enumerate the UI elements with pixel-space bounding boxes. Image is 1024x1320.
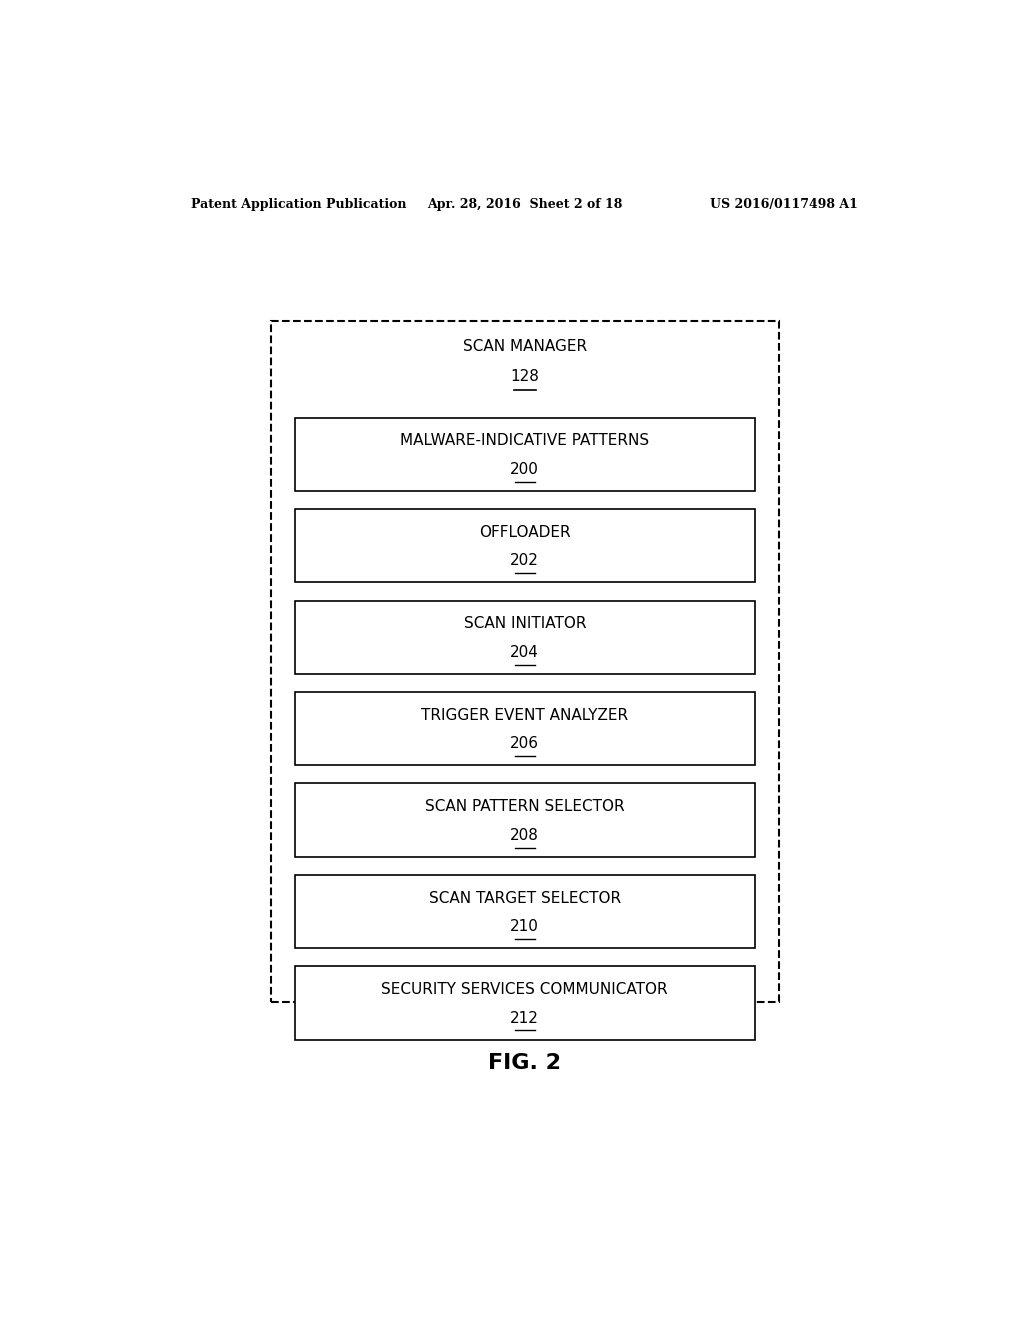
Text: MALWARE-INDICATIVE PATTERNS: MALWARE-INDICATIVE PATTERNS — [400, 433, 649, 449]
Text: 206: 206 — [510, 737, 540, 751]
Text: SCAN MANAGER: SCAN MANAGER — [463, 339, 587, 354]
Text: OFFLOADER: OFFLOADER — [479, 525, 570, 540]
Text: 200: 200 — [510, 462, 540, 477]
Text: 208: 208 — [510, 828, 540, 843]
Text: US 2016/0117498 A1: US 2016/0117498 A1 — [711, 198, 858, 211]
Text: Apr. 28, 2016  Sheet 2 of 18: Apr. 28, 2016 Sheet 2 of 18 — [427, 198, 623, 211]
Text: SCAN TARGET SELECTOR: SCAN TARGET SELECTOR — [429, 891, 621, 906]
Bar — [295, 601, 755, 673]
Text: SECURITY SERVICES COMMUNICATOR: SECURITY SERVICES COMMUNICATOR — [382, 982, 668, 998]
Text: SCAN INITIATOR: SCAN INITIATOR — [464, 616, 586, 631]
Text: SCAN PATTERN SELECTOR: SCAN PATTERN SELECTOR — [425, 800, 625, 814]
Text: 128: 128 — [510, 370, 540, 384]
Text: 210: 210 — [510, 919, 540, 935]
Bar — [295, 875, 755, 948]
Bar — [295, 417, 755, 491]
Bar — [270, 321, 779, 1002]
Bar — [295, 966, 755, 1040]
Text: FIG. 2: FIG. 2 — [488, 1053, 561, 1073]
Bar — [295, 692, 755, 766]
Text: 202: 202 — [510, 553, 540, 569]
Text: TRIGGER EVENT ANALYZER: TRIGGER EVENT ANALYZER — [421, 708, 629, 723]
Text: 212: 212 — [510, 1011, 540, 1026]
Bar — [295, 784, 755, 857]
Text: Patent Application Publication: Patent Application Publication — [191, 198, 407, 211]
Bar — [295, 510, 755, 582]
Text: 204: 204 — [510, 645, 540, 660]
